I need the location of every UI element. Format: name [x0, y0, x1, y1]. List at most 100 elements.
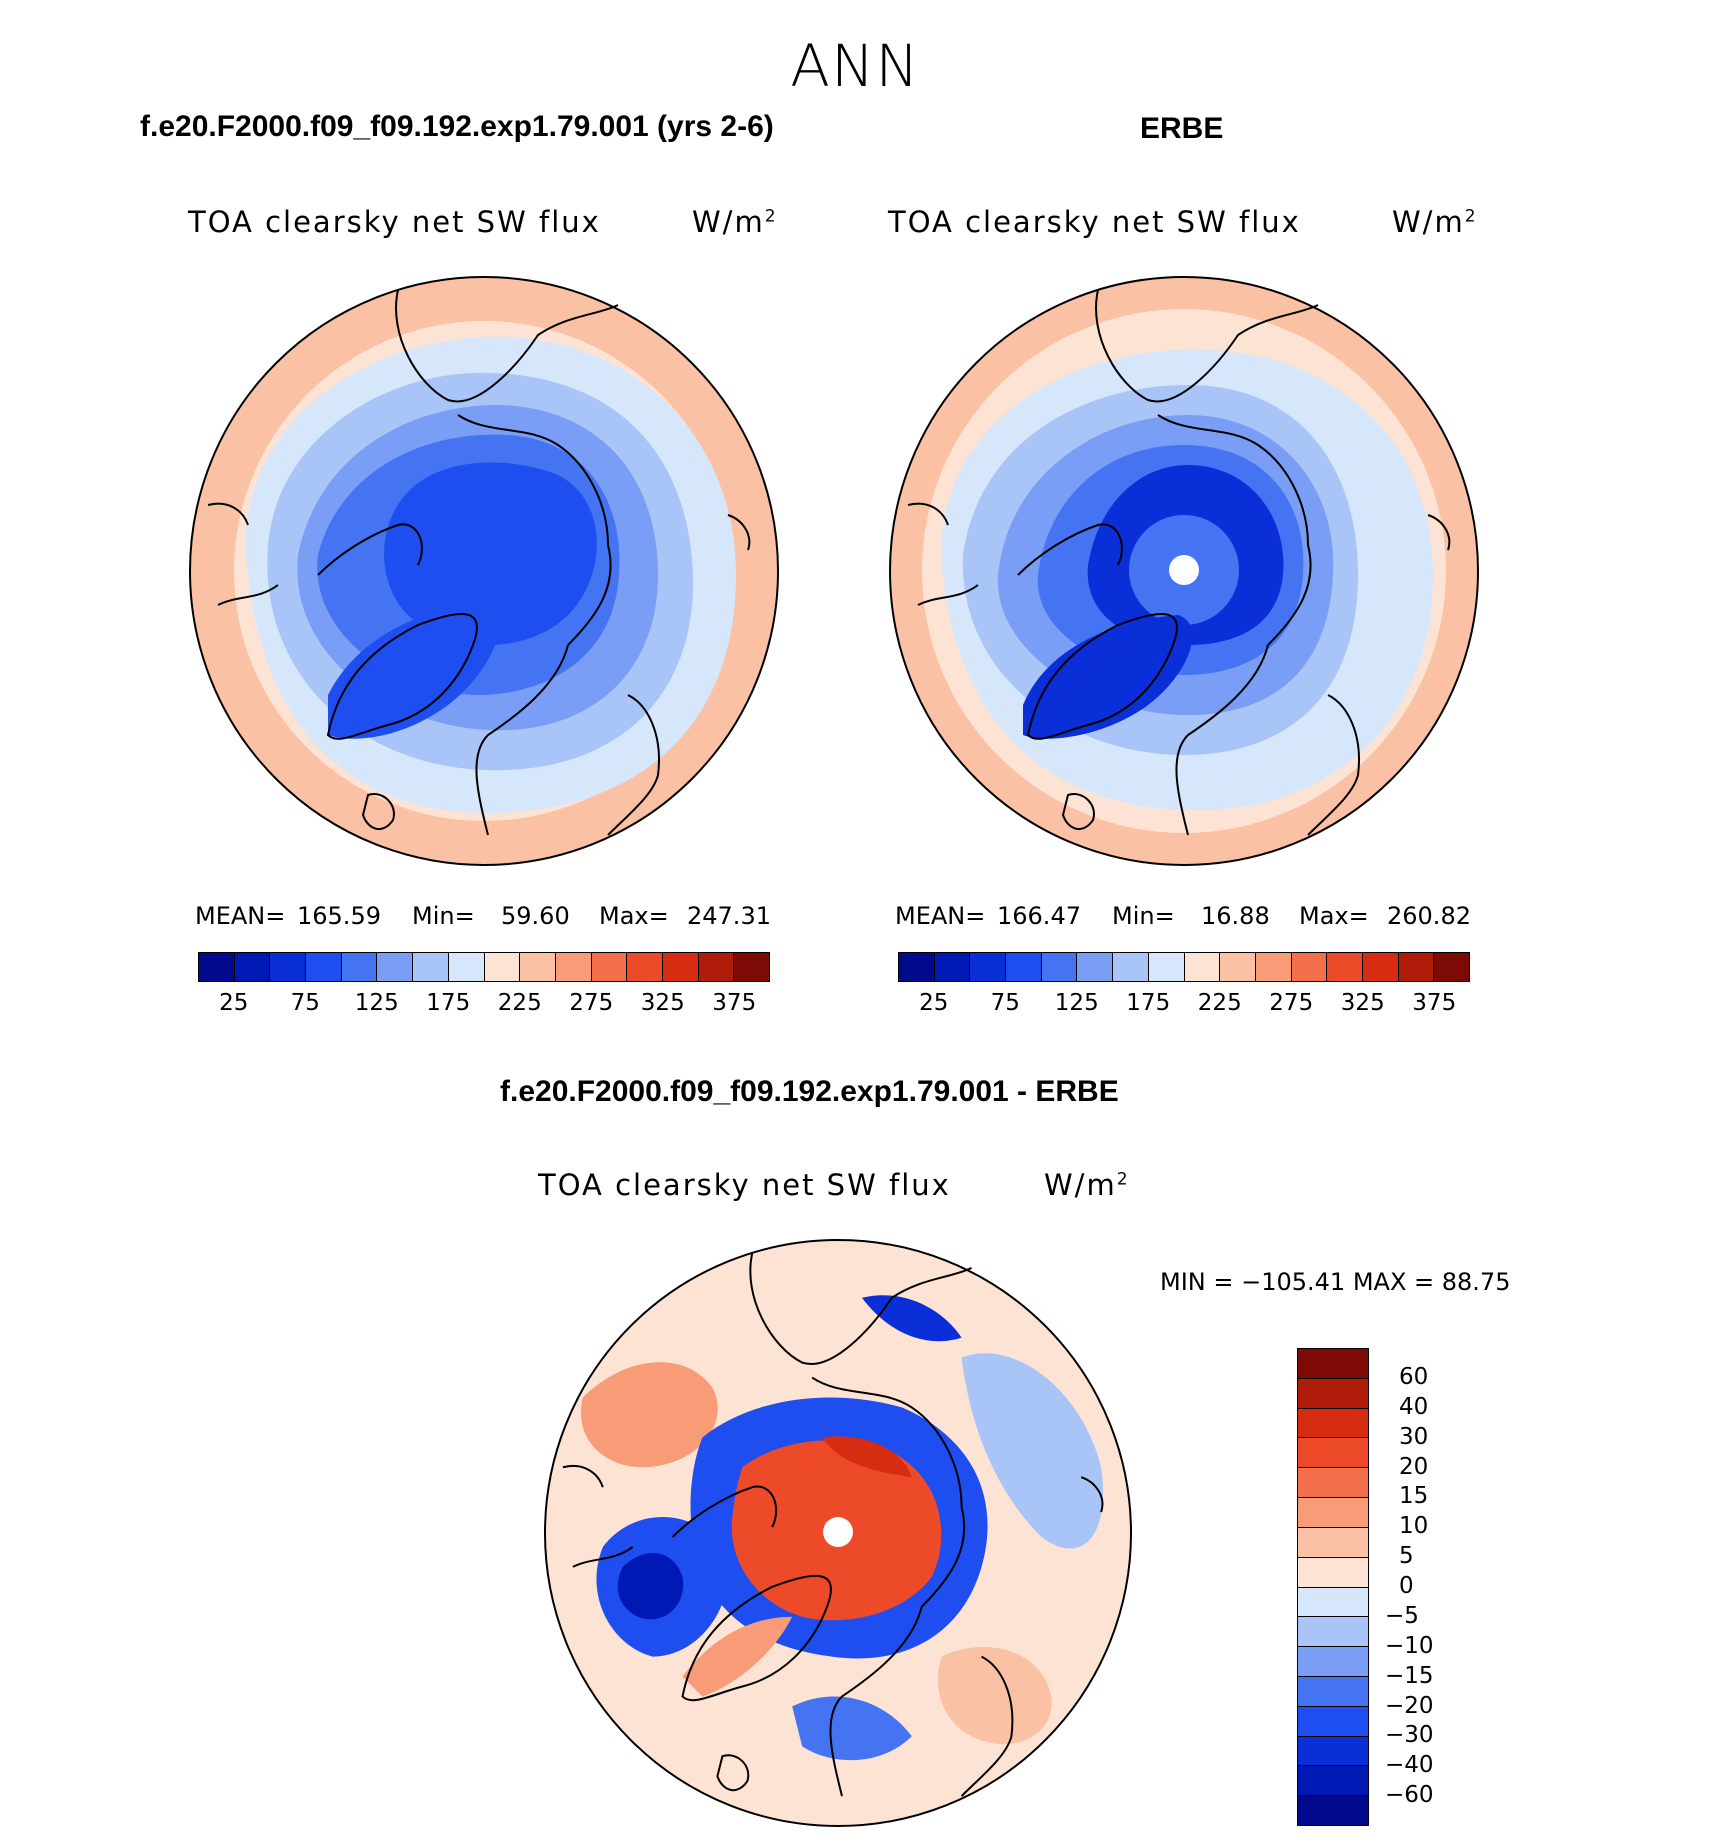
panel2-greenland-field [1023, 615, 1193, 739]
panel2-min-label: Min= [1112, 902, 1175, 930]
colorbar-tick-label: 375 [1412, 990, 1457, 1016]
colorbar-swatch [1298, 1557, 1368, 1588]
panel2-stats: MEAN= 166.47 Min= 16.88 Max= 260.82 [895, 902, 1475, 932]
colorbar-swatch [1298, 1647, 1368, 1677]
panel2-map-border [889, 276, 1479, 866]
panel2-coastlines [907, 289, 1451, 836]
colorbar-tick-label: 225 [497, 990, 542, 1016]
diff-field-warm-patch-nw [580, 1362, 718, 1468]
diff-field-warm-greenland [682, 1616, 793, 1697]
colorbar-swatch [377, 953, 414, 981]
colorbar-swatch [1298, 1378, 1368, 1409]
colorbar-swatch [1298, 1408, 1368, 1439]
colorbar-tick-label: 10 [1399, 1513, 1429, 1540]
panel2-mean-value: 166.47 [997, 902, 1081, 930]
colorbar-tick-label: 175 [1126, 990, 1171, 1016]
panel1-min-label: Min= [412, 902, 475, 930]
panel2-pole-hole [1169, 555, 1199, 585]
colorbar-swatch [1434, 953, 1469, 981]
colorbar-tick-label: 75 [290, 990, 320, 1016]
colorbar-swatch [270, 953, 307, 981]
colorbar-swatch [1113, 953, 1149, 981]
diff-map-border [543, 1238, 1133, 1828]
colorbar-tick-label: 25 [219, 990, 249, 1016]
panel2-min-value: 16.88 [1201, 902, 1270, 930]
diff-field-cool-east [961, 1353, 1104, 1549]
panel2-colorbar-labels: 25 75 125 175 225 275 325 375 [898, 990, 1470, 1020]
colorbar-tick-label: 5 [1399, 1543, 1414, 1570]
panel1-colorbar-labels: 25 75 125 175 225 275 325 375 [198, 990, 770, 1020]
panel1-map-border [189, 276, 779, 866]
colorbar-swatch [1077, 953, 1114, 981]
colorbar-swatch [1298, 1736, 1368, 1767]
colorbar-swatch [970, 953, 1007, 981]
colorbar-tick-label: −10 [1385, 1632, 1434, 1659]
colorbar-tick-label: 40 [1399, 1393, 1429, 1420]
panel1-coastlines [207, 289, 751, 836]
colorbar-tick-label: −15 [1385, 1662, 1434, 1689]
diff-pole-hole [823, 1517, 853, 1547]
panel1-colorbar [198, 952, 770, 982]
diff-units: W/m2 [1044, 1168, 1130, 1202]
diff-field-warm-core-dark [822, 1436, 912, 1478]
colorbar-swatch [1298, 1468, 1368, 1499]
colorbar-swatch [555, 953, 592, 981]
diff-variable-title: TOA clearsky net SW flux [538, 1168, 951, 1202]
panel2-max-label: Max= [1299, 902, 1369, 930]
colorbar-swatch [1362, 953, 1399, 981]
colorbar-tick-label: −40 [1385, 1752, 1434, 1779]
panel2-units: W/m2 [1392, 205, 1478, 239]
colorbar-swatch [662, 953, 699, 981]
colorbar-swatch [1298, 1587, 1368, 1618]
panel2-polar-map [889, 276, 1479, 866]
colorbar-swatch [484, 953, 521, 981]
colorbar-tick-label: −20 [1385, 1692, 1434, 1719]
colorbar-swatch [448, 953, 485, 981]
colorbar-swatch [1220, 953, 1256, 981]
panel1-variable-title: TOA clearsky net SW flux [188, 205, 601, 239]
colorbar-swatch [591, 953, 628, 981]
diff-polar-map [543, 1238, 1133, 1828]
colorbar-tick-label: −60 [1385, 1782, 1434, 1809]
colorbar-swatch [234, 953, 271, 981]
colorbar-tick-label: 225 [1197, 990, 1242, 1016]
colorbar-tick-label: 375 [712, 990, 757, 1016]
colorbar-swatch [899, 953, 935, 981]
diff-colorbar [1297, 1348, 1369, 1826]
panel1-field-dark-blue [384, 462, 597, 645]
colorbar-swatch [1184, 953, 1221, 981]
colorbar-swatch [1291, 953, 1328, 981]
panel2-colorbar [898, 952, 1470, 982]
colorbar-swatch [199, 953, 235, 981]
colorbar-swatch [1255, 953, 1292, 981]
diff-field-cool-core-west [617, 1552, 684, 1620]
panel2-max-value: 260.82 [1387, 902, 1471, 930]
colorbar-tick-label: 125 [354, 990, 399, 1016]
colorbar-tick-label: −5 [1385, 1602, 1419, 1629]
panel1-max-label: Max= [599, 902, 669, 930]
panel1-min-value: 59.60 [501, 902, 570, 930]
panel1-case-title: f.e20.F2000.f09_f09.192.exp1.79.001 (yrs… [140, 110, 774, 143]
colorbar-tick-label: −30 [1385, 1722, 1434, 1749]
colorbar-tick-label: 325 [640, 990, 685, 1016]
colorbar-tick-label: 25 [919, 990, 949, 1016]
season-title: ANN [790, 32, 920, 100]
colorbar-tick-label: 15 [1399, 1483, 1429, 1510]
colorbar-swatch [934, 953, 971, 981]
colorbar-swatch [1298, 1438, 1368, 1469]
panel1-greenland-field [328, 605, 501, 739]
colorbar-swatch [1298, 1706, 1368, 1737]
panel1-mean-label: MEAN= [195, 902, 286, 930]
colorbar-tick-label: 325 [1340, 990, 1385, 1016]
colorbar-swatch [1041, 953, 1078, 981]
colorbar-tick-label: 30 [1399, 1423, 1429, 1450]
panel2-variable-title: TOA clearsky net SW flux [888, 205, 1301, 239]
colorbar-swatch [1298, 1349, 1368, 1379]
colorbar-swatch [1298, 1796, 1368, 1825]
colorbar-swatch [1298, 1527, 1368, 1558]
colorbar-swatch [1148, 953, 1185, 981]
colorbar-swatch [341, 953, 378, 981]
colorbar-swatch [627, 953, 663, 981]
colorbar-swatch [306, 953, 342, 981]
colorbar-swatch [413, 953, 449, 981]
